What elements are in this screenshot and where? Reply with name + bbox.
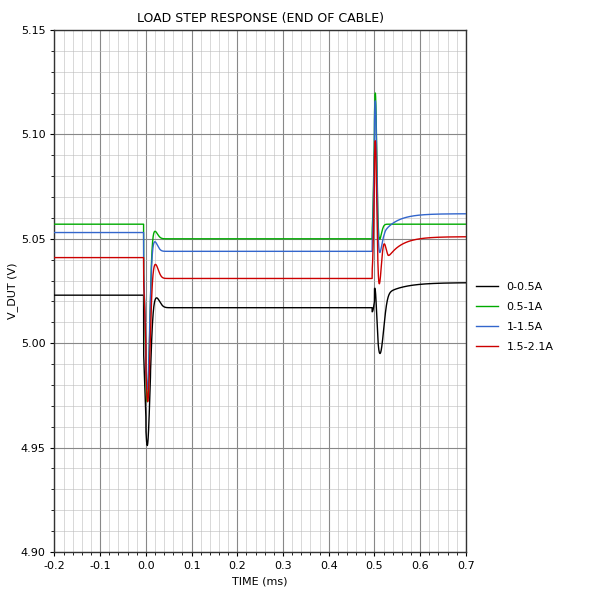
1.5-2.1A	[246, 275, 253, 282]
0-0.5A	[153, 295, 160, 302]
1-1.5A	[299, 248, 307, 255]
0.5-1A	[462, 221, 469, 228]
Line: 0.5-1A: 0.5-1A	[54, 93, 466, 401]
1-1.5A	[345, 248, 353, 255]
1.5-2.1A	[462, 233, 469, 241]
Legend: 0-0.5A, 0.5-1A, 1-1.5A, 1.5-2.1A: 0-0.5A, 0.5-1A, 1-1.5A, 1.5-2.1A	[476, 282, 554, 352]
Line: 1.5-2.1A: 1.5-2.1A	[54, 141, 466, 401]
0.5-1A	[436, 221, 443, 228]
0-0.5A	[315, 304, 322, 311]
0.5-1A	[143, 398, 151, 405]
0-0.5A	[299, 304, 307, 311]
Line: 0-0.5A: 0-0.5A	[54, 283, 466, 446]
1-1.5A	[246, 248, 253, 255]
Line: 1-1.5A: 1-1.5A	[54, 101, 466, 389]
0-0.5A	[462, 279, 469, 286]
0.5-1A	[371, 89, 379, 97]
0-0.5A	[436, 280, 443, 287]
Title: LOAD STEP RESPONSE (END OF CABLE): LOAD STEP RESPONSE (END OF CABLE)	[137, 11, 384, 25]
1.5-2.1A	[153, 263, 160, 270]
1.5-2.1A	[51, 254, 58, 261]
1-1.5A	[153, 241, 160, 248]
X-axis label: TIME (ms): TIME (ms)	[232, 577, 288, 587]
0.5-1A	[345, 235, 353, 242]
1.5-2.1A	[315, 275, 322, 282]
1.5-2.1A	[299, 275, 307, 282]
Y-axis label: V_DUT (V): V_DUT (V)	[7, 263, 18, 319]
1-1.5A	[436, 211, 443, 218]
0.5-1A	[51, 221, 58, 228]
1.5-2.1A	[144, 398, 151, 405]
0.5-1A	[246, 235, 253, 242]
1.5-2.1A	[345, 275, 353, 282]
0-0.5A	[143, 442, 151, 449]
1.5-2.1A	[436, 233, 443, 241]
1-1.5A	[315, 248, 322, 255]
1-1.5A	[51, 229, 58, 236]
1-1.5A	[371, 97, 379, 104]
1.5-2.1A	[371, 137, 379, 145]
0.5-1A	[153, 230, 160, 237]
0.5-1A	[315, 235, 322, 242]
1-1.5A	[143, 386, 151, 393]
0-0.5A	[345, 304, 353, 311]
1-1.5A	[462, 210, 469, 217]
0-0.5A	[246, 304, 253, 311]
0.5-1A	[299, 235, 307, 242]
0-0.5A	[51, 292, 58, 299]
